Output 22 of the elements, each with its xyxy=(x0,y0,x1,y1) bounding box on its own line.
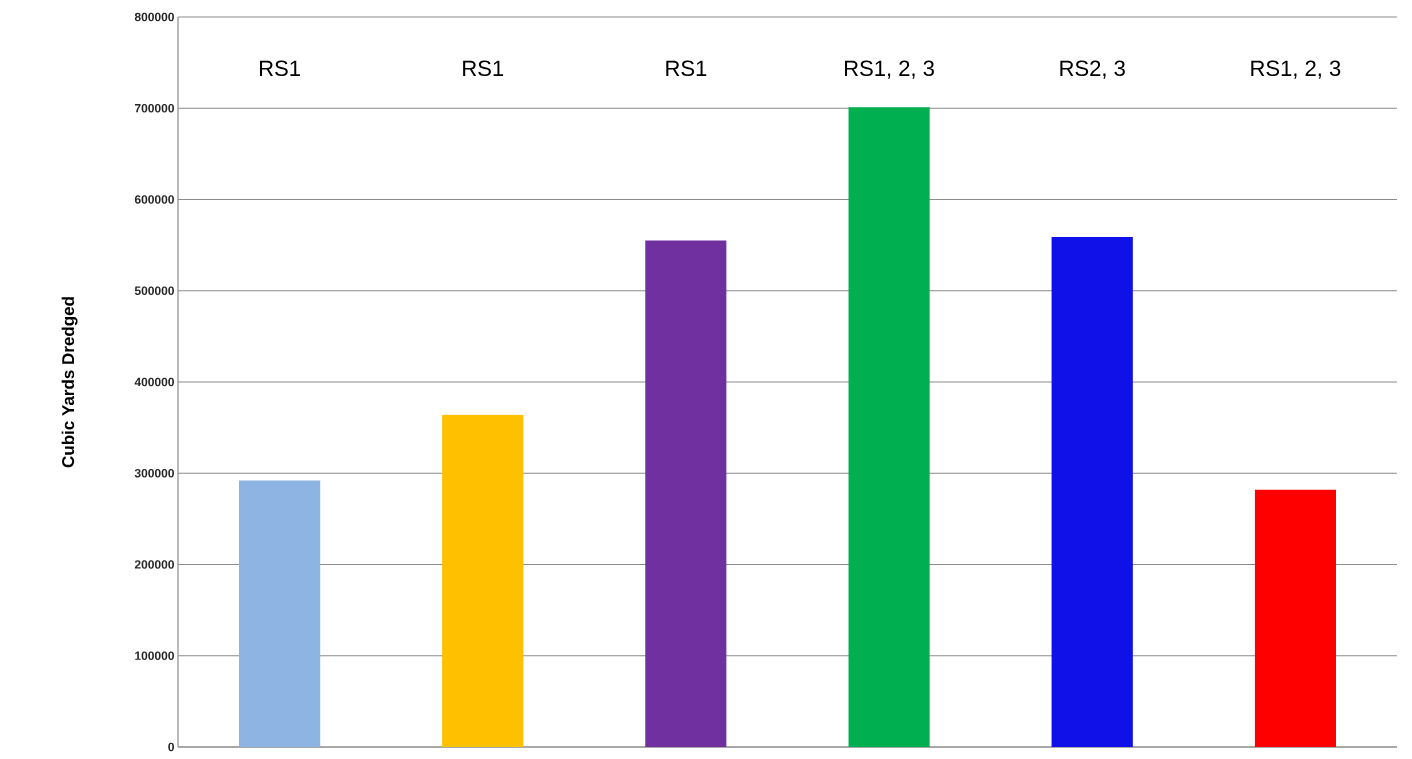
bar xyxy=(1254,489,1336,747)
x-tick-label: RS1, 2, 3 xyxy=(1251,60,1341,79)
x-tick-label: RS1, 2, 3 xyxy=(845,60,934,79)
bar xyxy=(238,480,321,747)
x-tick-label: RS2, 3 xyxy=(1060,60,1125,79)
y-tick-label: 500000 xyxy=(134,286,174,295)
bar xyxy=(848,107,930,747)
bar xyxy=(645,240,727,747)
y-tick-label: 800000 xyxy=(134,12,174,22)
y-tick-label: 400000 xyxy=(134,377,174,387)
bar xyxy=(442,414,524,747)
x-tick-label: RS1 xyxy=(666,60,707,77)
y-tick-label: 700000 xyxy=(134,104,174,113)
y-axis-title: Cubic Yards Dredged xyxy=(61,297,78,468)
x-tick-label: RS1 xyxy=(259,60,300,77)
x-tick-label: RS1 xyxy=(463,60,504,77)
bar xyxy=(1051,236,1133,747)
y-tick-label: 600000 xyxy=(134,195,174,204)
y-tick-label: 0 xyxy=(168,742,174,752)
y-tick-label: 200000 xyxy=(134,560,174,569)
y-tick-label: 100000 xyxy=(135,651,174,660)
y-tick-label: 300000 xyxy=(134,468,174,478)
